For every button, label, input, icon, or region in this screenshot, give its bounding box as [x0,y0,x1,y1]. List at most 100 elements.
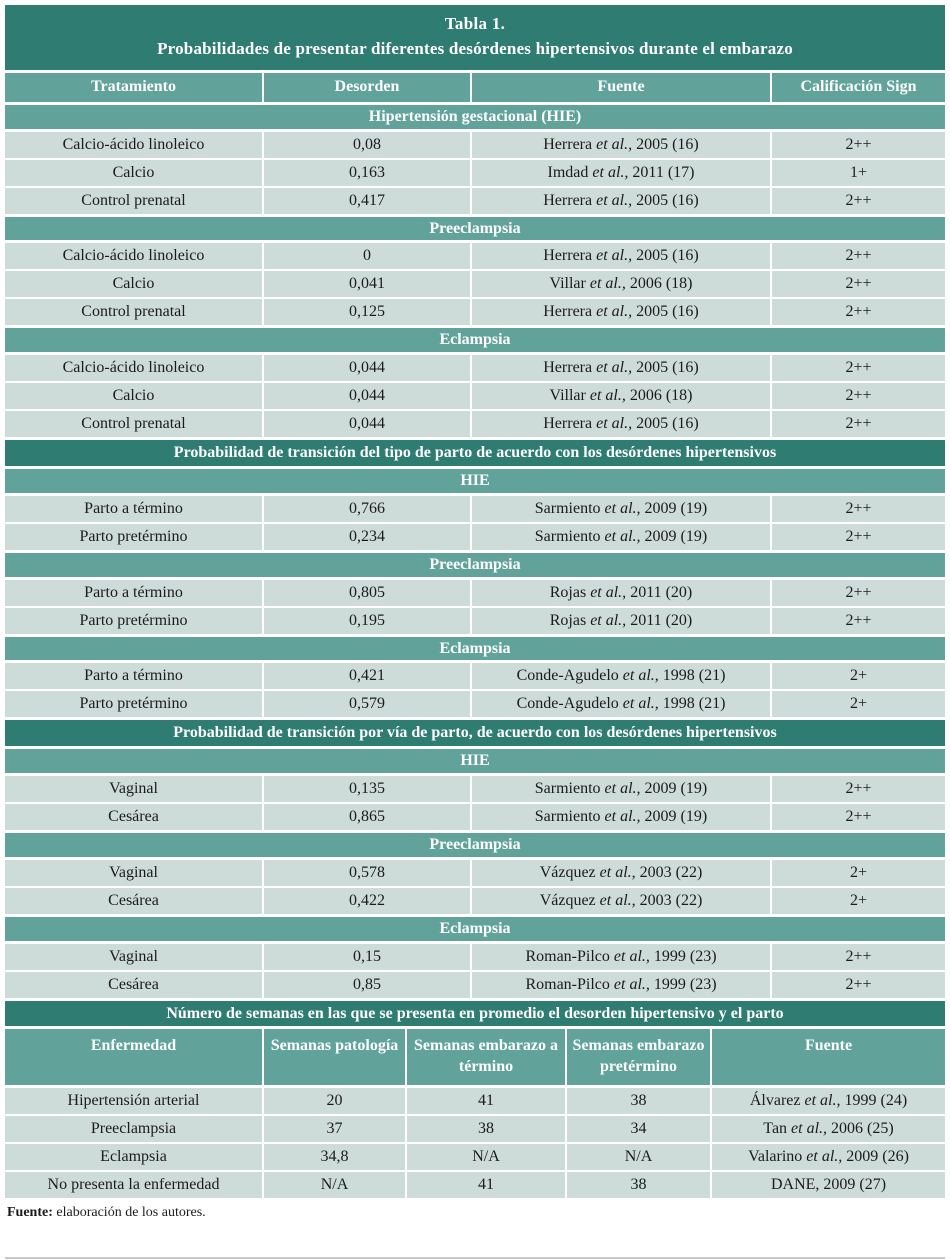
cell-source: Sarmiento et al., 2009 (19) [472,775,770,802]
source-etal: et al., [806,1147,843,1165]
cell-treatment: Vaginal [5,859,262,886]
source-year: 2011 (17) [628,163,695,181]
cell-source: Rojas et al., 2011 (20) [472,607,770,634]
cell-rating: 2++ [772,579,945,606]
cell-source: Herrera et al., 2005 (16) [472,299,770,326]
cell-probability: 0,805 [264,579,470,606]
row-group: Vaginal 0,135 Sarmiento et al., 2009 (19… [5,775,945,830]
table-row: Vaginal 0,135 Sarmiento et al., 2009 (19… [5,775,945,802]
cell-probability: 0,422 [264,887,470,914]
section-header-preeclampsia: Preeclampsia [5,832,945,857]
table-row: Control prenatal 0,125 Herrera et al., 2… [5,299,945,326]
table-row: Calcio-ácido linoleico 0,08 Herrera et a… [5,131,945,158]
source-etal: et al., [589,275,626,293]
cell-treatment: Calcio-ácido linoleico [5,243,262,270]
source-etal: et al., [599,863,636,881]
table-row: Preeclampsia 37 38 34 Tan et al., 2006 (… [5,1115,945,1142]
cell-probability: 0,163 [264,159,470,186]
cell-probability: 0,578 [264,859,470,886]
table-row: Eclampsia 34,8 N/A N/A Valarino et al., … [5,1143,945,1170]
row-group: Parto a término 0,421 Conde-Agudelo et a… [5,663,945,718]
source-year: 2009 (19) [640,807,708,825]
cell-treatment: Parto pretérmino [5,691,262,718]
source-author: Tan [763,1119,792,1137]
source-etal: et al., [592,163,629,181]
cell-treatment: Control prenatal [5,411,262,438]
source-author: Herrera [543,359,597,377]
cell-treatment: Calcio-ácido linoleico [5,131,262,158]
cell-probability: 0 [264,243,470,270]
table-row: Parto pretérmino 0,234 Sarmiento et al.,… [5,523,945,550]
table-row: Vaginal 0,15 Roman-Pilco et al., 1999 (2… [5,943,945,970]
cell-rating: 1+ [772,159,945,186]
source-etal: et al., [589,387,626,405]
cell-treatment: Parto a término [5,663,262,690]
section-divider-tipo-de-parto: Probabilidad de transición del tipo de p… [5,440,945,466]
source-author: Herrera [543,135,597,153]
cell-source: DANE, 2009 (27) [712,1171,945,1198]
source-year: 2003 (22) [635,891,703,909]
cell-treatment: Vaginal [5,943,262,970]
source-author: Herrera [543,415,597,433]
source-etal: et al., [604,527,641,545]
cell-rating: 2++ [772,523,945,550]
table-row: Cesárea 0,422 Vázquez et al., 2003 (22) … [5,887,945,914]
cell-weeks-pathology: 20 [264,1087,405,1114]
source-etal: et al., [590,583,627,601]
source-etal: et al., [604,807,641,825]
row-group: Vaginal 0,578 Vázquez et al., 2003 (22) … [5,859,945,914]
source-year: 2006 (18) [625,387,693,405]
section-divider-via-de-parto: Probabilidad de transición por vía de pa… [5,720,945,747]
table-row: Calcio 0,163 Imdad et al., 2011 (17) 1+ [5,159,945,186]
source-year: 2006 (25) [827,1119,894,1137]
cell-rating: 2++ [772,495,945,522]
cell-source: Sarmiento et al., 2009 (19) [472,523,770,550]
source-year: 1999 (24) [840,1091,908,1109]
column-header-tratamiento: Tratamiento [5,73,262,102]
table-row: Control prenatal 0,044 Herrera et al., 2… [5,411,945,438]
table-title-band: Tabla 1. Probabilidades de presentar dif… [5,5,945,70]
table-row: Parto pretérmino 0,195 Rojas et al., 201… [5,607,945,634]
source-author: Rojas [549,611,591,629]
row-group: Parto a término 0,766 Sarmiento et al., … [5,495,945,550]
cell-weeks-term: 41 [407,1087,565,1114]
table-row: Hipertensión arterial 20 41 38 Álvarez e… [5,1087,945,1114]
row-group: Hipertensión arterial 20 41 38 Álvarez e… [5,1087,945,1198]
source-author: Herrera [543,303,597,321]
source-year: 1999 (23) [649,947,717,965]
table-row: Calcio 0,044 Villar et al., 2006 (18) 2+… [5,383,945,410]
cell-probability: 0,579 [264,691,470,718]
column-header-semanas-patologia: Semanas patología [264,1029,405,1085]
cell-treatment: Parto pretérmino [5,523,262,550]
source-etal: et al., [622,667,659,685]
cell-source: Herrera et al., 2005 (16) [472,411,770,438]
cell-treatment: Calcio-ácido linoleico [5,355,262,382]
tabla-1: Tabla 1. Probabilidades de presentar dif… [5,5,945,1198]
source-year: 2005 (16) [632,415,699,433]
source-year: 2005 (16) [632,135,699,153]
cell-probability: 0,044 [264,383,470,410]
cell-weeks-preterm: 38 [567,1171,710,1198]
source-author: Villar [549,275,590,293]
table-row: Calcio-ácido linoleico 0,044 Herrera et … [5,355,945,382]
table-row: Parto pretérmino 0,579 Conde-Agudelo et … [5,691,945,718]
cell-treatment: Control prenatal [5,299,262,326]
cell-source: Roman-Pilco et al., 1999 (23) [472,943,770,970]
cell-source: Álvarez et al., 1999 (24) [712,1087,945,1114]
cell-rating: 2++ [772,243,945,270]
column-header-fuente: Fuente [712,1029,945,1085]
cell-source: Imdad et al., 2011 (17) [472,159,770,186]
table-row: Calcio-ácido linoleico 0 Herrera et al.,… [5,243,945,270]
cell-treatment: Cesárea [5,887,262,914]
source-etal: et al., [599,891,636,909]
cell-source: Valarino et al., 2009 (26) [712,1143,945,1170]
cell-rating: 2++ [772,971,945,998]
cell-source: Sarmiento et al., 2009 (19) [472,495,770,522]
cell-probability: 0,195 [264,607,470,634]
source-etal: et al., [596,247,633,265]
cell-probability: 0,044 [264,355,470,382]
cell-weeks-preterm: N/A [567,1143,710,1170]
source-etal: et al., [596,359,633,377]
source-etal: et al., [804,1091,841,1109]
